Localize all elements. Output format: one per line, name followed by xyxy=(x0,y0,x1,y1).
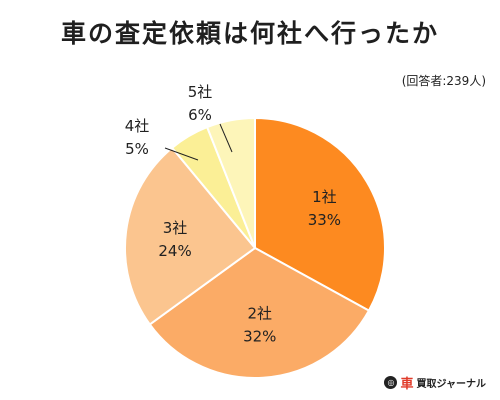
slice-category-label: 1社 xyxy=(312,188,337,206)
slice-category-label: 5社 xyxy=(188,83,213,101)
slice-category-label: 2社 xyxy=(247,304,272,322)
pie-slice-5 xyxy=(205,116,256,249)
slice-value-label: 32% xyxy=(243,327,276,345)
pie-slice-3 xyxy=(124,146,257,326)
brand-name-rest: 買取ジャーナル xyxy=(416,379,487,390)
pie-slice-1 xyxy=(254,116,386,312)
car-icon: ◎ xyxy=(384,376,398,389)
slice-category-label: 4社 xyxy=(125,117,150,135)
slice-value-label: 33% xyxy=(308,211,341,229)
pie-slice-2 xyxy=(148,246,371,379)
slice-value-label: 5% xyxy=(125,140,149,158)
respondents-note: (回答者:239人) xyxy=(401,74,486,88)
leader-line-5 xyxy=(219,123,233,153)
slice-value-label: 24% xyxy=(158,242,191,260)
slice-category-label: 3社 xyxy=(163,219,188,237)
brand-logo: ◎ 車 買取ジャーナル xyxy=(384,373,486,392)
chart-title: 車の査定依頼は何社へ行ったか xyxy=(60,19,439,48)
leader-line-4 xyxy=(164,147,199,161)
brand-name-main: 車 xyxy=(400,377,414,392)
slice-value-label: 6% xyxy=(188,106,212,124)
